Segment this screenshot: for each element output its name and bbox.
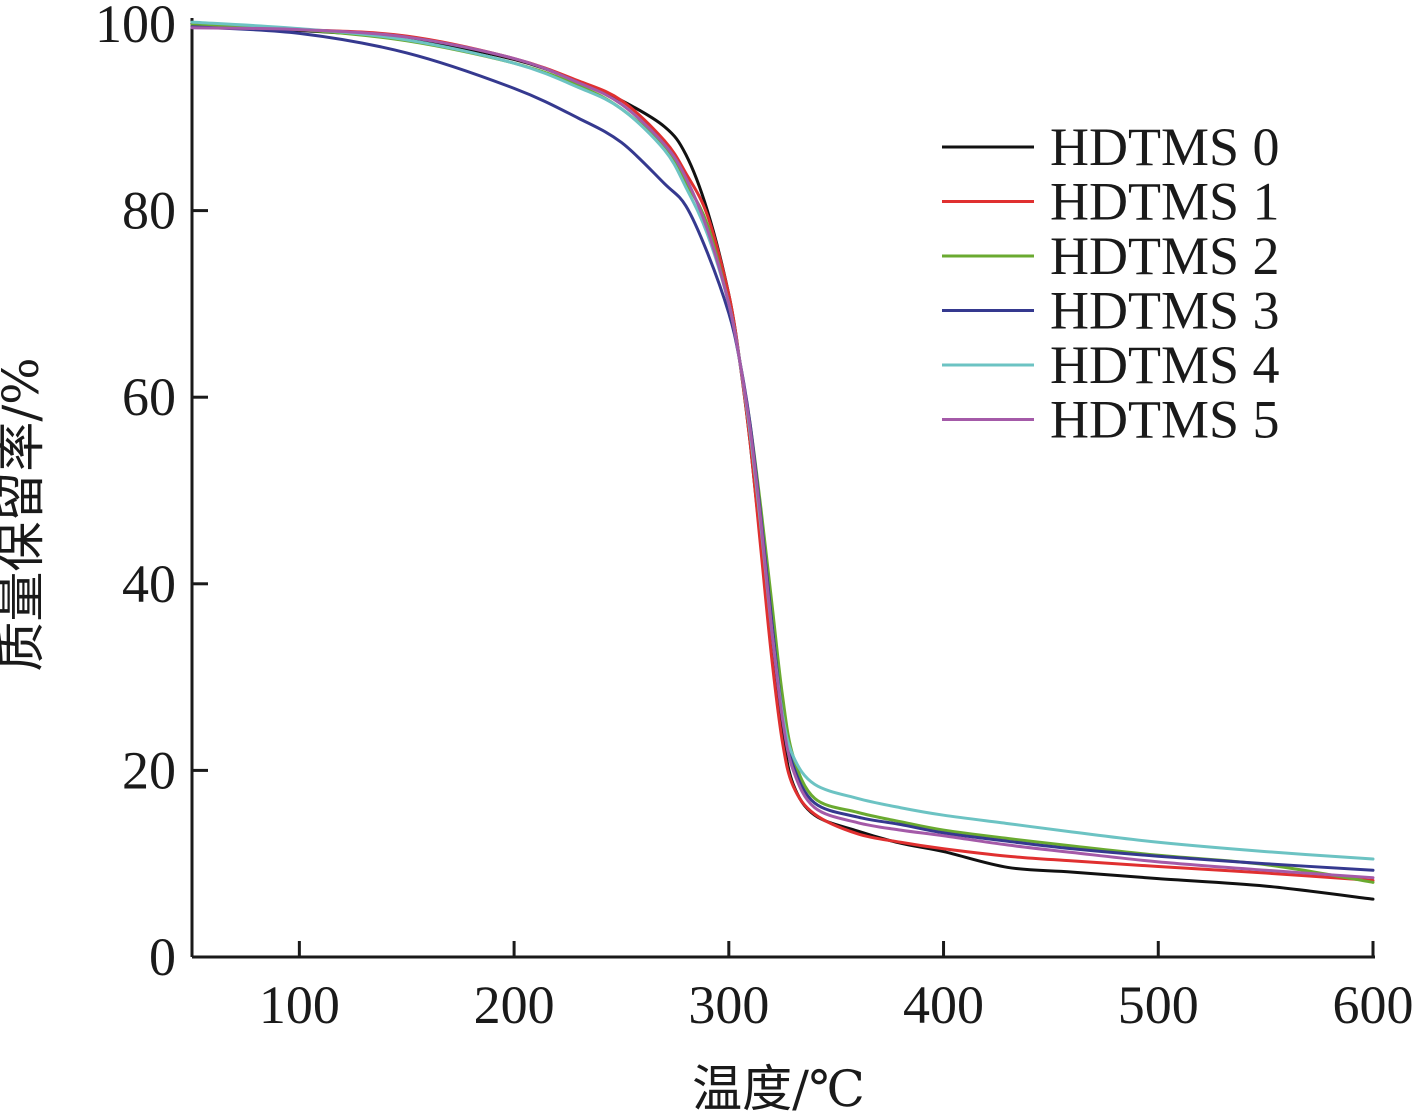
legend-item: HDTMS 3: [942, 281, 1280, 341]
legend-label: HDTMS 5: [1050, 390, 1280, 450]
y-tick-label: 80: [122, 181, 176, 241]
legend-label: HDTMS 1: [1050, 172, 1280, 232]
axes: [190, 18, 1375, 959]
series-layer: [190, 20, 1375, 901]
legend-label: HDTMS 2: [1050, 226, 1280, 286]
y-tick-label: 100: [95, 0, 176, 54]
series-line-hdtms-5: [190, 26, 1375, 880]
legend-label: HDTMS 0: [1050, 117, 1280, 177]
x-tick-label: 500: [1118, 975, 1199, 1035]
y-tick-label: 60: [122, 367, 176, 427]
legend-item: HDTMS 4: [942, 335, 1280, 395]
legend-label: HDTMS 4: [1050, 335, 1280, 395]
x-tick-label: 200: [474, 975, 555, 1035]
y-axis-title: 质量保留率/%: [0, 357, 50, 671]
x-axis-title: 温度/℃: [692, 1060, 865, 1116]
legend-label: HDTMS 3: [1050, 281, 1280, 341]
legend-item: HDTMS 5: [942, 390, 1280, 450]
legend-item: HDTMS 1: [942, 172, 1280, 232]
y-tick-label: 20: [122, 740, 176, 800]
y-tick-label: 0: [149, 927, 176, 987]
x-tick-label: 400: [903, 975, 984, 1035]
x-tick-label: 100: [259, 975, 340, 1035]
x-tick-label: 300: [688, 975, 769, 1035]
axis-ticks: 100 200 300 400 500 600 0 20 40 60 80 100: [95, 0, 1414, 1035]
x-tick-label: 600: [1333, 975, 1414, 1035]
y-tick-label: 40: [122, 554, 176, 614]
legend-item: HDTMS 2: [942, 226, 1280, 286]
legend-item: HDTMS 0: [942, 117, 1280, 177]
